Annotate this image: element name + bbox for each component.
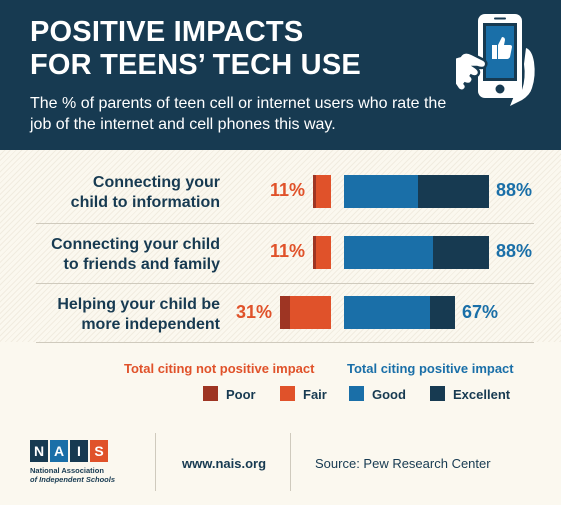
category-label-line: Connecting your [92,174,220,191]
phone-thumbs-up-icon [456,14,535,106]
title-line-1: POSITIVE IMPACTS [30,16,304,48]
bar-fair [316,175,331,208]
positive-total-label: 88% [496,180,533,200]
positive-total-label: 88% [496,241,533,261]
legend-label-fair: Fair [303,387,327,402]
bar-good [344,236,434,269]
legend-label-good: Good [372,387,406,402]
title-line-2: FOR TEENS’ TECH USE [30,49,361,81]
bar-excellent [433,236,490,269]
category-label-friends: Connecting your child to friends and fam… [16,235,220,275]
negative-total-label: 11% [270,241,306,261]
category-label-line: Helping your child be [57,296,220,313]
legend-negative-heading: Total citing not positive impact [124,361,315,376]
bar-poor [279,296,290,329]
category-label-independent: Helping your child be more independent [16,295,220,335]
logo-name-line: of Independent Schools [30,475,116,484]
legend-label-excellent: Excellent [453,387,511,402]
bar-fair [289,296,331,329]
legend-swatch-poor [203,386,218,401]
legend-swatch-fair [280,386,295,401]
logo-letter-i: I [70,440,88,462]
category-label-information: Connecting your child to information [36,173,220,213]
row-divider [36,223,534,224]
logo-organization-name: National Association of Independent Scho… [30,466,115,484]
row-divider [36,283,534,284]
header-banner: POSITIVE IMPACTS FOR TEENS’ TECH USE The… [0,0,561,150]
positive-total-label: 67% [462,302,499,322]
bar-good [344,175,419,208]
page-title: POSITIVE IMPACTS FOR TEENS’ TECH USE [30,16,361,82]
negative-total-label: 11% [270,180,306,200]
logo-letter-a: A [50,440,68,462]
legend-swatch-good [349,386,364,401]
bar-excellent [429,296,455,329]
negative-total-label: 31% [236,302,273,322]
bar-poor [312,175,317,208]
row-divider [36,342,534,343]
bar-good [344,296,430,329]
category-label-line: child to information [70,194,220,211]
legend-positive-heading: Total citing positive impact [347,361,514,376]
category-label-line: Connecting your child [51,236,220,253]
logo-letter-s: S [90,440,108,462]
category-label-line: to friends and family [63,256,220,273]
bar-fair [316,236,331,269]
legend-label-poor: Poor [226,387,256,402]
footer-divider [290,433,291,491]
bar-poor [312,236,317,269]
category-label-line: more independent [81,316,220,333]
footer-url: www.nais.org [182,456,267,471]
bar-excellent [418,175,490,208]
subtitle: The % of parents of teen cell or interne… [30,95,447,133]
footer-source: Source: Pew Research Center [315,456,491,471]
logo-letter-n: N [30,440,48,462]
legend-swatch-excellent [430,386,445,401]
footer-divider [155,433,156,491]
logo-name-line: National Association [30,466,104,475]
